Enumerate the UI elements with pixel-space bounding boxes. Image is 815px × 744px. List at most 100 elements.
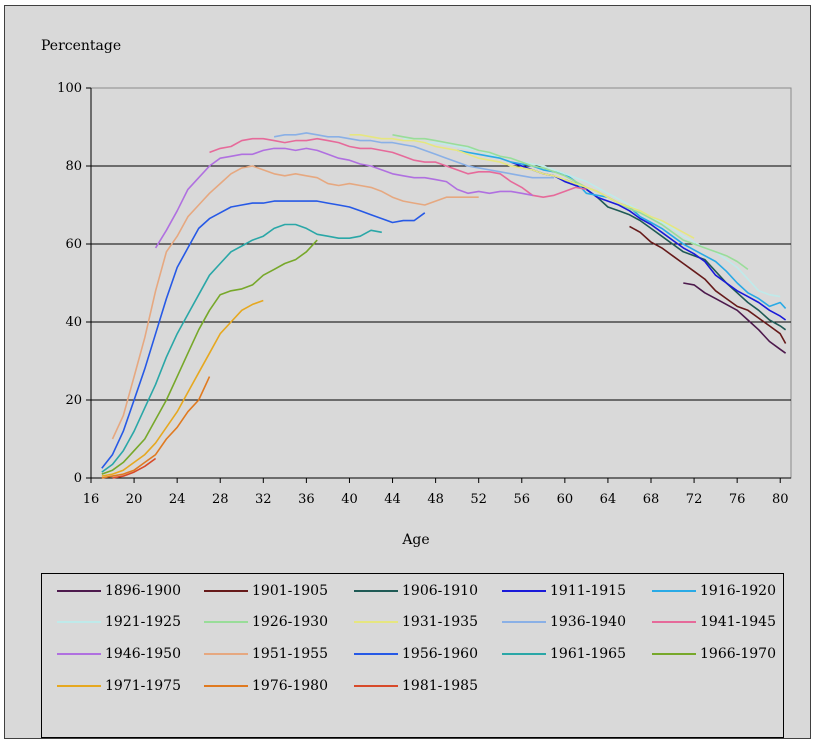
x-tick-label: 72 bbox=[686, 492, 703, 507]
legend-swatch bbox=[652, 590, 696, 592]
x-tick-label: 48 bbox=[427, 492, 444, 507]
legend-swatch bbox=[354, 653, 398, 655]
series-line-1961-1965 bbox=[101, 223, 382, 473]
series-line-1906-1910 bbox=[564, 178, 787, 331]
y-tick-label: 60 bbox=[65, 237, 82, 252]
legend-label: 1981-1985 bbox=[402, 678, 478, 694]
line-chart: Percentage Age 0 20 40 60 80 100 16 20 24 28 32 36 4… bbox=[41, 38, 792, 548]
x-tick-label: 76 bbox=[729, 492, 746, 507]
legend: 1896-1900 1901-1905 1906-1910 1911-1915 1916… bbox=[41, 573, 784, 738]
x-tick-label: 28 bbox=[212, 492, 229, 507]
legend-item-1981-1985: 1981-1985 bbox=[354, 676, 478, 696]
series-line-1946-1950 bbox=[154, 147, 533, 249]
legend-swatch bbox=[204, 653, 248, 655]
x-tick-label: 16 bbox=[83, 492, 100, 507]
x-tick-label: 56 bbox=[513, 492, 530, 507]
series-line-1956-1960 bbox=[101, 200, 426, 469]
legend-item-1951-1955: 1951-1955 bbox=[204, 644, 328, 664]
legend-item-1901-1905: 1901-1905 bbox=[204, 581, 328, 601]
legend-label: 1906-1910 bbox=[402, 583, 478, 599]
series-line-1976-1980 bbox=[101, 376, 211, 479]
legend-swatch bbox=[502, 653, 546, 655]
y-tick-label: 20 bbox=[65, 393, 82, 408]
series-line-1901-1905 bbox=[629, 225, 787, 344]
chart-frame: Percentage Age 0 20 40 60 80 100 16 20 24 28 32 36 4… bbox=[4, 5, 811, 739]
x-tick-label: 80 bbox=[772, 492, 789, 507]
legend-swatch bbox=[57, 685, 101, 687]
legend-swatch bbox=[204, 590, 248, 592]
legend-item-1966-1970: 1966-1970 bbox=[652, 644, 776, 664]
x-tick-label: 24 bbox=[169, 492, 186, 507]
tick-labels: 0 20 40 60 80 100 16 20 24 28 32 36 40 44 48 52 56 60 64 68… bbox=[57, 81, 788, 507]
x-tick-label: 60 bbox=[557, 492, 574, 507]
legend-item-1906-1910: 1906-1910 bbox=[354, 581, 478, 601]
legend-label: 1971-1975 bbox=[105, 678, 181, 694]
legend-item-1976-1980: 1976-1980 bbox=[204, 676, 328, 696]
legend-label: 1961-1965 bbox=[550, 646, 626, 662]
legend-label: 1951-1955 bbox=[252, 646, 328, 662]
legend-swatch bbox=[354, 685, 398, 687]
legend-label: 1941-1945 bbox=[700, 614, 776, 630]
x-tick-label: 20 bbox=[126, 492, 143, 507]
legend-item-1931-1935: 1931-1935 bbox=[354, 612, 478, 632]
series-lines bbox=[101, 132, 787, 479]
legend-label: 1976-1980 bbox=[252, 678, 328, 694]
legend-label: 1911-1915 bbox=[550, 583, 626, 599]
legend-label: 1936-1940 bbox=[550, 614, 626, 630]
legend-label: 1956-1960 bbox=[402, 646, 478, 662]
y-tick-label: 0 bbox=[74, 471, 82, 486]
legend-swatch bbox=[502, 590, 546, 592]
legend-label: 1966-1970 bbox=[700, 646, 776, 662]
legend-label: 1896-1900 bbox=[105, 583, 181, 599]
legend-item-1911-1915: 1911-1915 bbox=[502, 581, 626, 601]
x-tick-label: 40 bbox=[341, 492, 358, 507]
legend-swatch bbox=[57, 590, 101, 592]
legend-item-1956-1960: 1956-1960 bbox=[354, 644, 478, 664]
legend-swatch bbox=[204, 685, 248, 687]
legend-item-1961-1965: 1961-1965 bbox=[502, 644, 626, 664]
x-tick-label: 36 bbox=[298, 492, 315, 507]
legend-item-1926-1930: 1926-1930 bbox=[204, 612, 328, 632]
series-line-1896-1900 bbox=[683, 282, 787, 354]
legend-item-1916-1920: 1916-1920 bbox=[652, 581, 776, 601]
series-line-1916-1920 bbox=[457, 149, 787, 309]
x-tick-label: 44 bbox=[384, 492, 401, 507]
legend-swatch bbox=[57, 621, 101, 623]
legend-swatch bbox=[354, 590, 398, 592]
legend-swatch bbox=[354, 621, 398, 623]
legend-label: 1921-1925 bbox=[105, 614, 181, 630]
legend-item-1896-1900: 1896-1900 bbox=[57, 581, 181, 601]
legend-item-1971-1975: 1971-1975 bbox=[57, 676, 181, 696]
gridlines bbox=[90, 88, 791, 479]
legend-label: 1916-1920 bbox=[700, 583, 776, 599]
legend-swatch bbox=[57, 653, 101, 655]
y-tick-label: 40 bbox=[65, 315, 82, 330]
x-tick-label: 68 bbox=[643, 492, 660, 507]
y-tick-label: 100 bbox=[57, 81, 82, 96]
legend-label: 1926-1930 bbox=[252, 614, 328, 630]
legend-swatch bbox=[652, 653, 696, 655]
series-line-1951-1955 bbox=[111, 165, 479, 440]
x-tick-label: 64 bbox=[600, 492, 617, 507]
series-line-1966-1970 bbox=[101, 239, 318, 475]
legend-item-1921-1925: 1921-1925 bbox=[57, 612, 181, 632]
legend-label: 1901-1905 bbox=[252, 583, 328, 599]
series-line-1941-1945 bbox=[209, 137, 587, 198]
x-tick-label: 32 bbox=[255, 492, 272, 507]
series-line-1936-1940 bbox=[273, 132, 555, 179]
legend-item-1936-1940: 1936-1940 bbox=[502, 612, 626, 632]
x-tick-label: 52 bbox=[470, 492, 487, 507]
series-line-1931-1935 bbox=[349, 134, 695, 239]
legend-label: 1946-1950 bbox=[105, 646, 181, 662]
legend-swatch bbox=[652, 621, 696, 623]
legend-swatch bbox=[502, 621, 546, 623]
legend-item-1941-1945: 1941-1945 bbox=[652, 612, 776, 632]
legend-swatch bbox=[204, 621, 248, 623]
series-line-1926-1930 bbox=[392, 134, 749, 271]
series-line-1911-1915 bbox=[510, 161, 787, 321]
series-line-1981-1985 bbox=[112, 457, 157, 479]
legend-label: 1931-1935 bbox=[402, 614, 478, 630]
series-line-1971-1975 bbox=[101, 299, 264, 477]
legend-item-1946-1950: 1946-1950 bbox=[57, 644, 181, 664]
y-axis-title: Percentage bbox=[41, 38, 121, 54]
